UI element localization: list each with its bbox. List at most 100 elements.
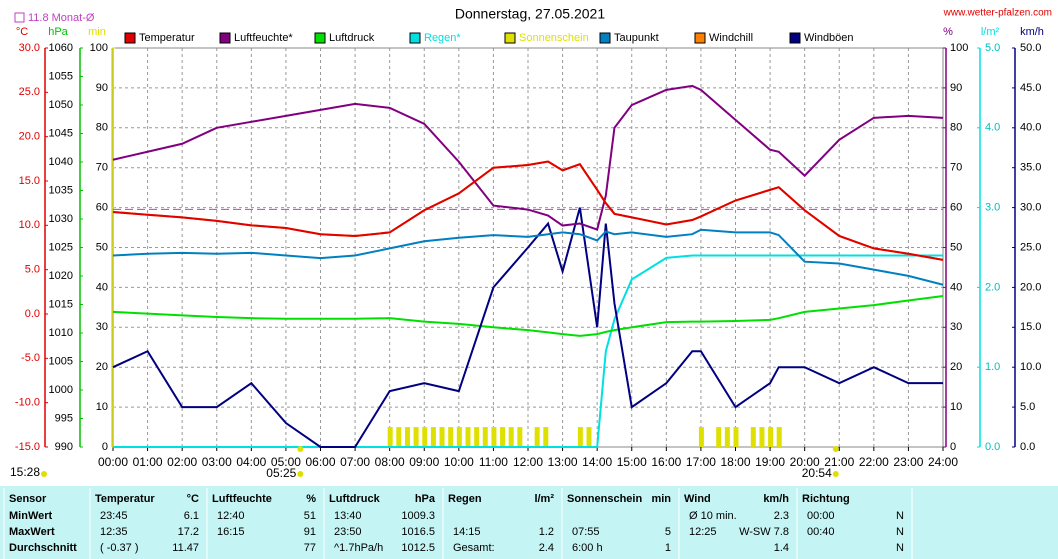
y-tick-label: 990 (55, 441, 73, 453)
y-tick-label: 2.0 (985, 281, 1000, 293)
table-cell-time: 14:15 (453, 526, 481, 538)
sunshine-bar (422, 427, 428, 447)
table-cell-time: 23:45 (100, 510, 128, 522)
series-line (112, 207, 943, 448)
sunshine-bar (396, 427, 402, 447)
table-header: Luftfeuchte (212, 493, 272, 505)
y-tick-label: 0.0 (985, 441, 1000, 453)
legend-label: Luftdruck (329, 32, 375, 44)
y-tick-label: 100 (950, 42, 968, 54)
y-tick-label: 3.0 (985, 202, 1000, 214)
x-tick-label: 06:00 (305, 455, 335, 469)
table-cell-value: 2.4 (539, 542, 554, 554)
y-tick-label: 30 (96, 321, 108, 333)
sunshine-bar (413, 427, 419, 447)
sunshine-bar (724, 427, 730, 447)
y-tick-label: 60 (96, 202, 108, 214)
table-header-unit: km/h (763, 493, 789, 505)
table-cell-time: 13:40 (334, 510, 362, 522)
x-tick-label: 10:00 (444, 455, 474, 469)
y-tick-label: 70 (96, 162, 108, 174)
sun-icon (832, 471, 839, 477)
x-tick-label: 19:00 (755, 455, 785, 469)
axis-unit: °C (16, 26, 28, 38)
x-tick-label: 09:00 (409, 455, 439, 469)
legend-label: Regen* (424, 32, 461, 44)
y-tick-label: 0.0 (1020, 441, 1035, 453)
table-cell-time: Gesamt: (453, 542, 495, 554)
x-tick-label: 22:00 (859, 455, 889, 469)
series-line (112, 160, 944, 261)
site-name: www.wetter-pfalzen.com (943, 8, 1052, 19)
y-tick-label: 40 (950, 281, 962, 293)
table-cell-value: 17.2 (178, 526, 199, 538)
y-tick-label: 1035 (49, 184, 73, 196)
table-header-unit: °C (187, 493, 199, 505)
table-cell-value: 1.2 (539, 526, 554, 538)
y-tick-label: 10.0 (19, 219, 40, 231)
table-header: Sensor (9, 493, 47, 505)
y-tick-label: 1045 (49, 127, 73, 139)
sun-marker (297, 446, 304, 452)
y-tick-label: 30 (950, 321, 962, 333)
table-cell-value: 11.47 (172, 542, 199, 554)
table-header-unit: l/m² (534, 493, 554, 505)
y-tick-label: -15.0 (15, 441, 40, 453)
sunset-label: 20:54 (802, 466, 832, 480)
table-cell-value: 6.1 (184, 510, 199, 522)
y-tick-label: 90 (950, 82, 962, 94)
x-tick-label: 01:00 (133, 455, 163, 469)
sunshine-bar (517, 427, 523, 447)
table-cell-time: Ø 10 min. (689, 510, 737, 522)
x-tick-label: 21:00 (824, 455, 854, 469)
sunshine-bar (387, 427, 393, 447)
x-tick-label: 17:00 (686, 455, 716, 469)
legend-label: Windböen (804, 32, 854, 44)
y-tick-label: 90 (96, 82, 108, 94)
x-tick-label: 18:00 (720, 455, 750, 469)
table-header: Sonnenschein (567, 493, 642, 505)
table-background (0, 486, 1058, 559)
x-tick-label: 04:00 (236, 455, 266, 469)
y-tick-label: 5.0 (985, 42, 1000, 54)
y-tick-label: 1030 (49, 213, 73, 225)
reference-icon (14, 12, 25, 23)
reference-label: 11.8 Monat-Ø (28, 12, 95, 24)
y-tick-label: 0 (950, 441, 956, 453)
legend-label: Windchill (709, 32, 753, 44)
y-tick-label: 1040 (49, 156, 73, 168)
y-tick-label: 10 (950, 401, 962, 413)
y-tick-label: 995 (55, 412, 73, 424)
y-tick-label: 20.0 (1020, 281, 1041, 293)
y-tick-label: 1.0 (985, 361, 1000, 373)
legend-swatch (314, 32, 326, 44)
y-tick-label: 40 (96, 281, 108, 293)
y-tick-label: -5.0 (21, 352, 40, 364)
table-cell-time: 16:15 (217, 526, 245, 538)
series-line (112, 294, 944, 337)
legend-swatch (409, 32, 421, 44)
sunshine-bar (465, 427, 471, 447)
legend-swatch (124, 32, 136, 44)
sunshine-bar (776, 427, 782, 447)
y-tick-label: 20 (96, 361, 108, 373)
table-cell-time: ^1.7hPa/h (334, 542, 383, 554)
table-header: Richtung (802, 493, 850, 505)
y-tick-label: 15.0 (1020, 321, 1041, 333)
y-tick-label: 1005 (49, 355, 73, 367)
table-header-unit: % (306, 493, 316, 505)
table-header-unit: hPa (415, 493, 436, 505)
table-cell-value: 91 (304, 526, 316, 538)
table-cell-time: 6:00 h (572, 542, 603, 554)
legend-swatch (219, 32, 231, 44)
y-tick-label: 20 (950, 361, 962, 373)
table-cell-time: 00:40 (807, 526, 835, 538)
y-tick-label: 10 (96, 401, 108, 413)
y-tick-label: 1060 (49, 42, 73, 54)
x-tick-label: 20:00 (790, 455, 820, 469)
table-header-unit: min (651, 493, 671, 505)
table-row-label: MinWert (9, 510, 53, 522)
x-tick-label: 11:00 (479, 455, 508, 469)
table-cell-value: 1009.3 (401, 510, 435, 522)
